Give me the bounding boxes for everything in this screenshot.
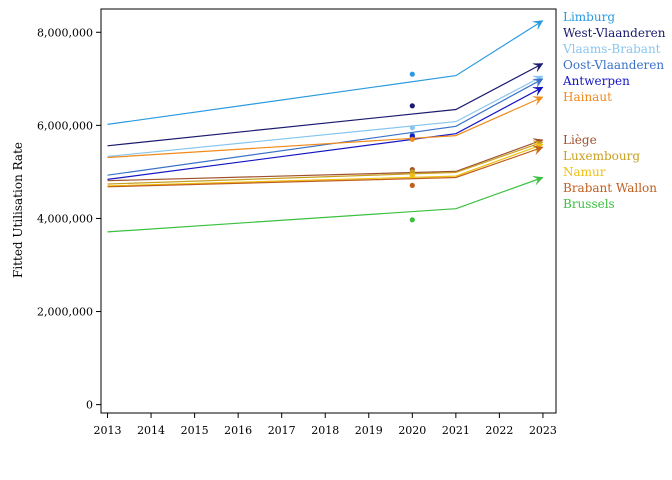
legend-entry: Luxembourg xyxy=(563,149,640,163)
series-layer xyxy=(107,20,544,233)
observed-point xyxy=(409,125,415,131)
series-line xyxy=(107,176,544,233)
series-line xyxy=(107,146,544,188)
series-arrowhead xyxy=(532,96,544,105)
x-tick-label: 2017 xyxy=(268,424,296,437)
observed-point xyxy=(409,169,415,175)
x-tick-label: 2019 xyxy=(355,424,383,437)
x-tick-label: 2018 xyxy=(311,424,339,437)
series-line xyxy=(107,86,544,180)
series-arrowhead xyxy=(532,20,544,30)
y-tick-label: 8,000,000 xyxy=(37,26,93,39)
x-axis: 2013 2014 2015 2016 2017 2018 2019 2020 2021 2022… xyxy=(94,413,557,437)
observed-point xyxy=(409,103,415,109)
observed-point xyxy=(409,217,415,223)
series-line xyxy=(107,139,544,182)
series-arrowhead xyxy=(532,86,544,96)
legend-entry: Vlaams-Brabant xyxy=(562,42,661,56)
legend-entry: Oost-Vlaanderen xyxy=(563,58,664,72)
y-tick-label: 0 xyxy=(86,399,93,412)
observed-points-layer xyxy=(409,71,415,223)
series-line xyxy=(107,143,544,187)
series-arrowhead xyxy=(532,176,544,185)
x-tick-label: 2016 xyxy=(224,424,252,437)
legend-entry: Brussels xyxy=(563,197,615,211)
legend-entry: West-Vlaanderen xyxy=(563,26,666,40)
series-line xyxy=(107,141,544,185)
plot-frame xyxy=(100,8,557,414)
legend-entry: Hainaut xyxy=(563,90,612,104)
series-line xyxy=(107,75,544,158)
series-line xyxy=(107,78,544,176)
series-arrowhead xyxy=(532,145,544,155)
series-arrowhead xyxy=(532,78,544,88)
y-axis: 0 2,000,000 4,000,000 6,000,000 8,000,000 xyxy=(37,26,101,412)
series-line xyxy=(107,20,544,125)
series-arrowhead xyxy=(532,63,544,72)
observed-point xyxy=(409,71,415,77)
x-tick-label: 2021 xyxy=(442,424,470,437)
x-tick-label: 2015 xyxy=(181,424,209,437)
legend-entry: Namur xyxy=(563,165,606,179)
legend: Limburg West-Vlaanderen Vlaams-Brabant Oost… xyxy=(562,10,666,211)
observed-point xyxy=(409,173,415,179)
observed-point xyxy=(409,182,415,188)
x-tick-label: 2013 xyxy=(94,424,122,437)
x-tick-label: 2020 xyxy=(398,424,426,437)
y-tick-label: 2,000,000 xyxy=(37,306,93,319)
y-tick-label: 4,000,000 xyxy=(37,212,93,225)
x-tick-label: 2022 xyxy=(485,424,513,437)
series-line xyxy=(107,96,544,159)
legend-entry: Liège xyxy=(563,133,597,147)
x-tick-label: 2023 xyxy=(529,424,557,437)
legend-entry: Brabant Wallon xyxy=(563,181,657,195)
series-line xyxy=(107,62,544,147)
y-tick-label: 6,000,000 xyxy=(37,119,93,132)
x-tick-label: 2014 xyxy=(137,424,165,437)
y-axis-title: Fitted Utilisation Rate xyxy=(11,142,25,278)
observed-point xyxy=(409,136,415,142)
legend-entry: Antwerpen xyxy=(562,74,630,88)
legend-entry: Limburg xyxy=(563,10,615,24)
